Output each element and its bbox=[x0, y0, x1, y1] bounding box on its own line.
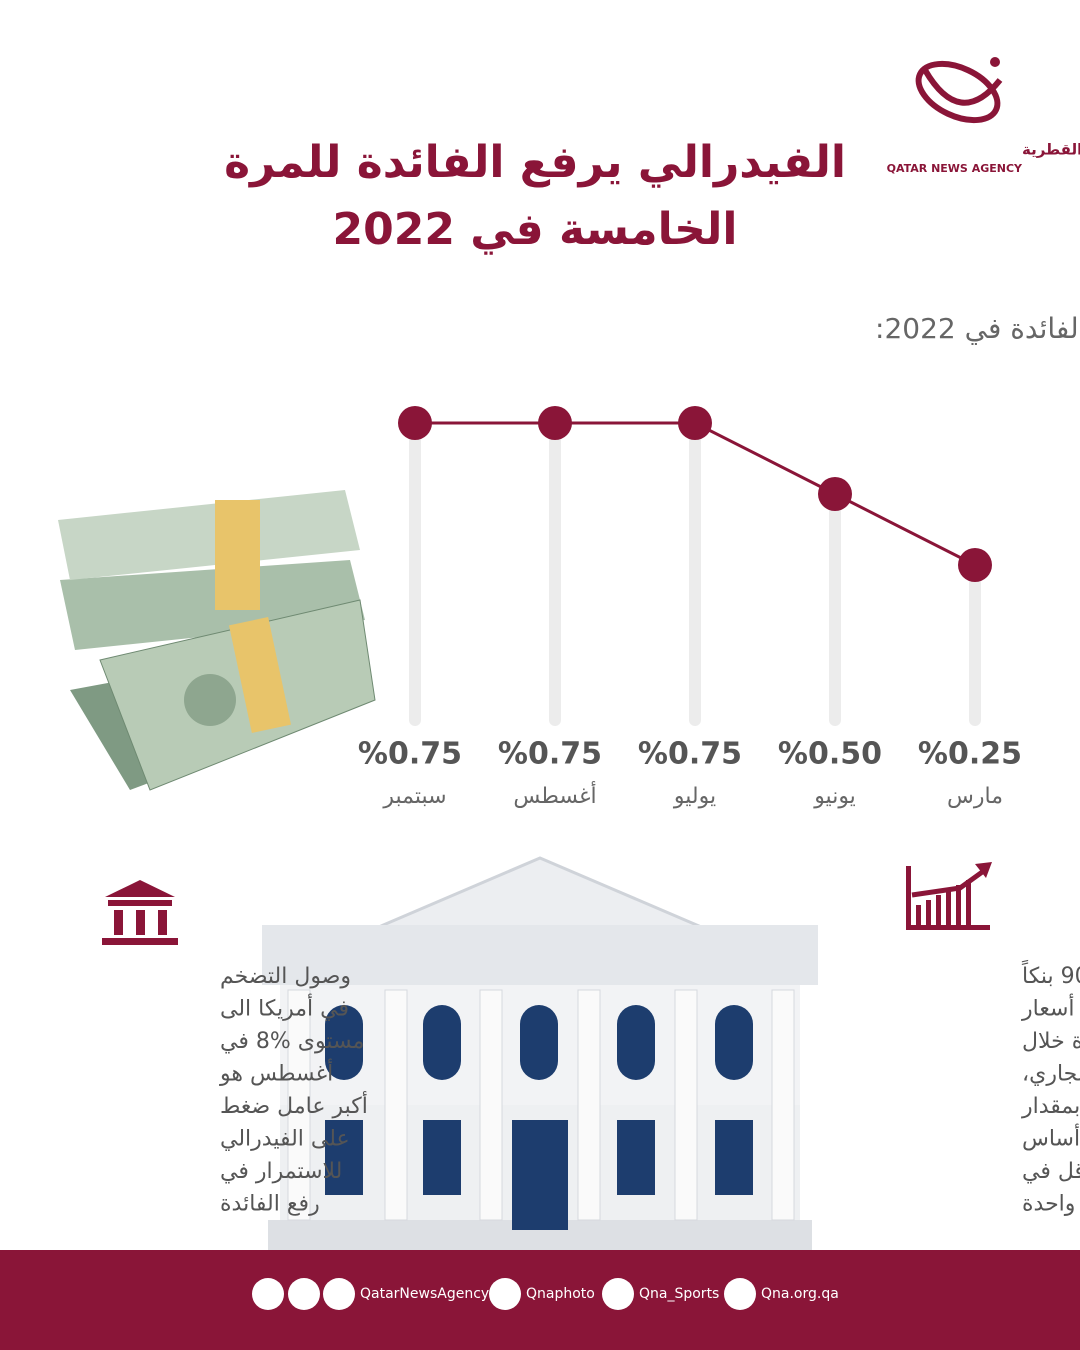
left-note: وصول التضخم في أمريكا الى مستوى %8 في أغسطس… bbox=[219, 964, 368, 1217]
category-label: أغسطس bbox=[513, 781, 596, 809]
category-label: سبتمبر bbox=[382, 784, 446, 809]
title-line: الخامسة في 2022 bbox=[333, 204, 738, 255]
logo: وكالة الأنباء القطرية QATAR NEWS AGENCY bbox=[887, 57, 1080, 175]
value-label: %0.75 bbox=[638, 737, 742, 772]
footer-handle[interactable]: Qna_Sports bbox=[639, 1286, 719, 1302]
note-line: رفع الفائدة bbox=[220, 1192, 320, 1217]
building-illustration bbox=[262, 856, 818, 1250]
footer-handle[interactable]: Qna.org.qa bbox=[761, 1286, 839, 1302]
note-line: مركزياً أسعار bbox=[1021, 992, 1080, 1022]
value-label: %0.75 bbox=[358, 737, 462, 772]
footer-band bbox=[0, 1250, 1080, 1350]
category-label: يونيو bbox=[813, 784, 856, 809]
note-line: مستوى %8 في bbox=[220, 1029, 364, 1054]
value-label: %0.75 bbox=[498, 737, 602, 772]
note-line: مرة واحدة bbox=[1022, 1192, 1080, 1217]
note-line: للاستمرار في bbox=[220, 1159, 342, 1184]
footer-icons bbox=[252, 1278, 756, 1310]
logo-arabic: وكالة الأنباء القطرية bbox=[1022, 141, 1080, 159]
rate-dot bbox=[398, 406, 432, 440]
logo-english: QATAR NEWS AGENCY bbox=[887, 162, 1023, 175]
note-line: في أمريكا الى bbox=[220, 994, 349, 1022]
note-line: وصول التضخم bbox=[220, 964, 351, 989]
rate-dot bbox=[958, 548, 992, 582]
note-line: أكبر عامل ضغط bbox=[220, 1091, 368, 1119]
note-line: على الفيدرالي bbox=[220, 1127, 350, 1152]
money-illustration bbox=[58, 490, 376, 791]
note-line: نصفها بمقدار bbox=[1021, 1094, 1080, 1119]
right-note: رفع نحو 90 بنكاًمركزياً أسعار الفائدة خلا… bbox=[1021, 959, 1080, 1216]
note-line: على الأقل في bbox=[1022, 1157, 1080, 1184]
title-line: الفيدرالي يرفع الفائدة للمرة bbox=[224, 137, 846, 188]
note-line: أغسطس هو bbox=[219, 1059, 333, 1087]
note-line: 75 نقطة أساس bbox=[1022, 1124, 1080, 1152]
chart-title: تحركات الفيدرالي الأمريكي لرفع الفائدة ف… bbox=[875, 310, 1080, 345]
rate-dot bbox=[538, 406, 572, 440]
note-line: رفع نحو 90 بنكاً bbox=[1022, 959, 1080, 989]
footer-handle[interactable]: QatarNewsAgency bbox=[360, 1286, 489, 1302]
value-label: %0.25 bbox=[918, 737, 1022, 772]
category-label: مارس bbox=[947, 784, 1003, 809]
growth-icon bbox=[906, 862, 992, 930]
value-label: %0.50 bbox=[778, 737, 882, 772]
rate-dot bbox=[678, 406, 712, 440]
rate-dot bbox=[818, 477, 852, 511]
bank-icon bbox=[102, 880, 178, 945]
note-line: الفائدة خلال bbox=[1022, 1029, 1080, 1054]
category-label: يوليو bbox=[673, 784, 716, 809]
footer-handle[interactable]: Qnaphoto bbox=[526, 1286, 595, 1302]
